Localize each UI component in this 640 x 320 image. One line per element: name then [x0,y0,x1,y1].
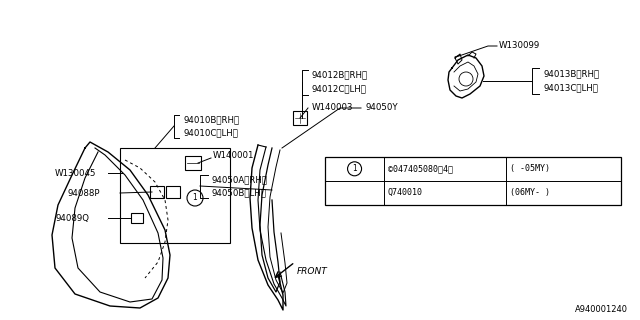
Text: W140001: W140001 [213,150,255,159]
Text: 94012C〈LH〉: 94012C〈LH〉 [312,84,367,93]
Text: (06MY- ): (06MY- ) [509,188,550,197]
Bar [293,111,307,125]
Bar [166,186,180,198]
Text: 94089Q: 94089Q [55,213,89,222]
Text: Q740010: Q740010 [388,188,423,197]
Text: 1: 1 [193,194,197,203]
Bar [185,156,201,170]
Text: 94050A〈RH〉: 94050A〈RH〉 [212,175,268,185]
Bar [325,157,621,205]
Text: W130045: W130045 [55,169,97,178]
Text: 94010C〈LH〉: 94010C〈LH〉 [183,129,238,138]
Text: W140003: W140003 [312,103,353,113]
Text: 1: 1 [352,164,357,173]
Text: 94088P: 94088P [68,188,100,197]
Text: 94050Y: 94050Y [365,103,397,113]
Text: A940001240: A940001240 [575,305,628,314]
Text: 94013B〈RH〉: 94013B〈RH〉 [543,69,599,78]
Text: 94050B〈LH〉: 94050B〈LH〉 [212,188,267,197]
Text: W130099: W130099 [499,42,540,51]
Text: ( -05MY): ( -05MY) [509,164,550,173]
Bar [120,148,230,243]
Text: 94010B〈RH〉: 94010B〈RH〉 [183,116,239,124]
Text: 94012B〈RH〉: 94012B〈RH〉 [312,70,368,79]
Text: FRONT: FRONT [297,268,328,276]
Bar [150,186,164,198]
Text: ©047405080〸4〹: ©047405080〸4〹 [388,164,453,173]
Text: 94013C〈LH〉: 94013C〈LH〉 [543,84,598,92]
Bar [131,213,143,223]
